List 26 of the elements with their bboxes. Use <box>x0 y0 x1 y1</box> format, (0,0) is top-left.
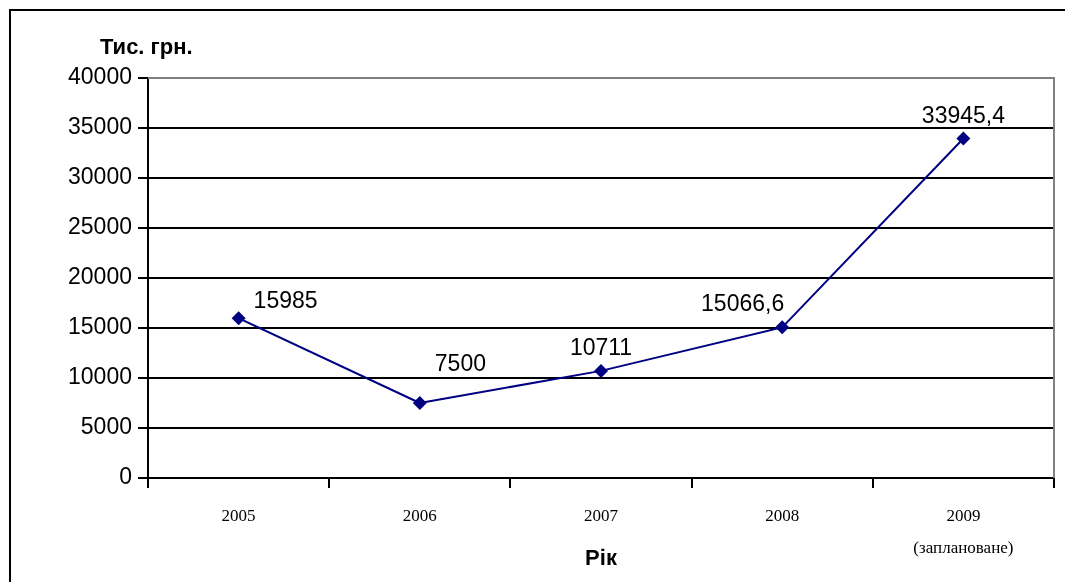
x-tick-label: 2005 <box>221 505 256 525</box>
y-tick-label: 35000 <box>68 113 132 140</box>
y-tick-label: 30000 <box>68 163 132 190</box>
x-tick-label: 2007 <box>584 505 619 525</box>
point <box>412 396 427 410</box>
y-axis-title: Тис. грн. <box>100 34 193 60</box>
point <box>231 311 246 326</box>
data-label: 7500 <box>434 350 486 376</box>
x-tick-label: 2008 <box>765 505 800 525</box>
point <box>956 131 971 146</box>
data-label: 10711 <box>569 333 633 360</box>
data-label: 15066,6 <box>701 290 785 317</box>
data-label: 33945,4 <box>921 101 1006 128</box>
data-label: 15985 <box>253 287 318 314</box>
y-tick-label: 10000 <box>68 363 132 390</box>
y-tick-label: 15000 <box>68 313 132 340</box>
point <box>775 320 790 335</box>
y-tick-label: 25000 <box>68 213 132 240</box>
point <box>594 363 608 378</box>
y-tick-label: 20000 <box>68 263 132 290</box>
y-tick-label: 5000 <box>80 413 132 440</box>
y-tick-label: 40000 <box>68 63 132 90</box>
x-tick-label: 2006 <box>402 505 437 525</box>
y-tick-label: 0 <box>119 463 132 490</box>
x-axis-title: Рік <box>585 544 618 570</box>
x-tick-label: 2009 (заплановане) <box>913 505 1014 557</box>
